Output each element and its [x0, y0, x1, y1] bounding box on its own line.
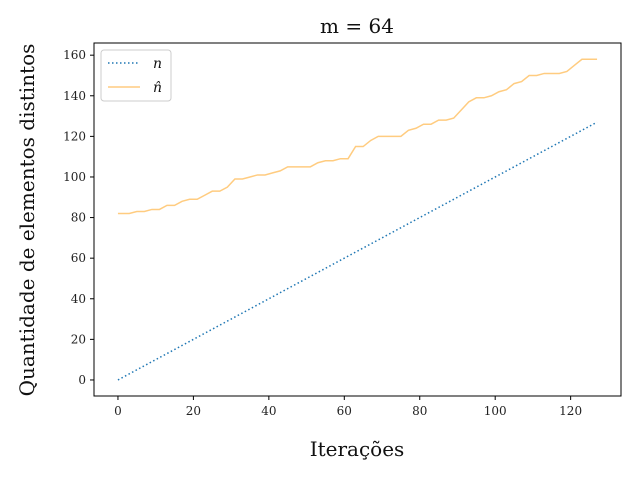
- series-line-nhat: [117, 58, 598, 215]
- plot-area: [94, 43, 621, 396]
- x-tick-label: 0: [114, 404, 122, 418]
- legend-label-n: n: [153, 56, 162, 72]
- plot-frame: [93, 42, 622, 397]
- y-tick-label: 20: [71, 332, 86, 346]
- y-tick-label: 0: [78, 373, 86, 387]
- y-axis-ticks: 0 20 40 60 80 100 120 140 160: [63, 48, 94, 387]
- y-tick-label: 40: [71, 292, 86, 306]
- x-tick-label: 120: [559, 404, 582, 418]
- legend-box: [100, 49, 172, 102]
- y-axis-title: Quantidade de elementos distintos: [15, 44, 39, 397]
- series-layer: [117, 58, 598, 381]
- chart-title: m = 64: [320, 14, 394, 38]
- legend-label-nhat: n̂: [153, 80, 162, 96]
- y-tick-label: 120: [63, 129, 86, 143]
- x-axis-title: Iterações: [310, 437, 405, 461]
- y-tick-label: 140: [63, 89, 86, 103]
- y-tick-label: 160: [63, 48, 86, 62]
- x-axis-ticks: 0 20 40 60 80 100 120: [114, 396, 582, 418]
- legend: n n̂: [100, 49, 172, 102]
- x-tick-label: 100: [484, 404, 507, 418]
- y-tick-label: 60: [71, 251, 86, 265]
- x-tick-label: 60: [337, 404, 352, 418]
- x-tick-label: 20: [186, 404, 201, 418]
- y-tick-label: 80: [71, 211, 86, 225]
- x-tick-label: 80: [412, 404, 427, 418]
- series-line-n: [117, 121, 598, 381]
- x-tick-label: 40: [261, 404, 276, 418]
- y-tick-label: 100: [63, 170, 86, 184]
